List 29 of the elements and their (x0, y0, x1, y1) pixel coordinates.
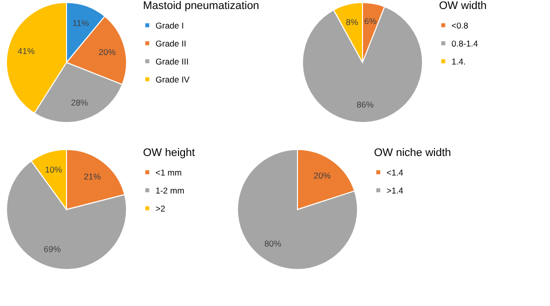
data-label: 28% (70, 97, 88, 108)
data-label: 86% (356, 99, 374, 110)
pie-slice (302, 6, 423, 123)
data-label: 20% (314, 170, 332, 181)
slice-label: <1 mm (156, 167, 182, 178)
data-label: 11% (72, 18, 90, 28)
data-label: 41% (18, 46, 36, 56)
legend-label: Grade I (156, 20, 184, 30)
legend-title: OW niche width (374, 147, 452, 159)
legend-label: Grade II (156, 38, 186, 48)
data-label: 8% (346, 16, 359, 27)
legend-label: 0.8-1.4 (452, 38, 478, 48)
data-label: 21% (84, 171, 102, 182)
legend-label: <1.4 (386, 167, 404, 178)
data-label: 80% (264, 238, 282, 248)
legend-label: >1.4 (386, 185, 404, 196)
legend-label: Grade III (156, 56, 189, 66)
legend-label: >2 (156, 203, 166, 214)
legend-title: Mastoid pneumatization (143, 0, 260, 12)
legend-label: <0.8 (452, 20, 469, 30)
legend-label: 1.4. (452, 56, 466, 66)
legend-title: OW width (439, 0, 487, 12)
data-label: 10% (45, 164, 62, 175)
data-label: 6% (364, 16, 377, 26)
data-label: 20% (98, 47, 116, 58)
legend-title: OW height (143, 147, 195, 159)
legend-label: Grade IV (156, 74, 190, 84)
data-label: 69% (44, 244, 62, 254)
slice-label: 1-2 mm (156, 185, 184, 196)
